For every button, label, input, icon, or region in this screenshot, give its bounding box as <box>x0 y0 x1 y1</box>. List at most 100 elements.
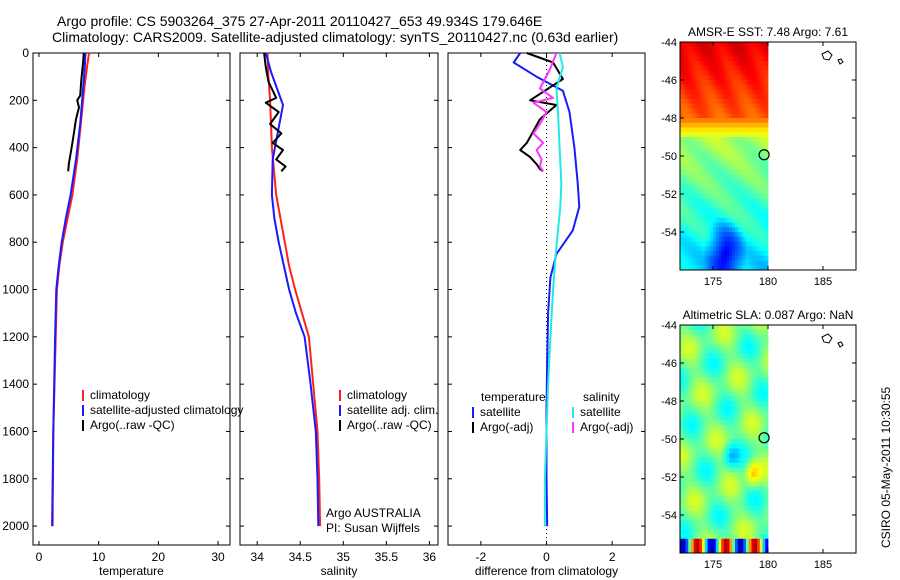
heatmap-cell <box>704 151 708 157</box>
heatmap-cell <box>715 396 719 402</box>
heatmap-cell <box>732 151 736 157</box>
y-tick-label: -50 <box>661 434 677 446</box>
heatmap-cell <box>743 443 747 449</box>
heatmap-cell <box>688 325 692 331</box>
heatmap-cell <box>737 524 741 530</box>
heatmap-cell <box>704 208 708 214</box>
heatmap-cell <box>696 500 700 506</box>
heatmap-cell <box>715 510 719 516</box>
heatmap-cell <box>691 496 695 502</box>
heatmap-cell <box>737 477 741 483</box>
heatmap-cell <box>688 348 692 354</box>
heatmap-cell <box>762 65 766 71</box>
heatmap-cell <box>729 443 733 449</box>
heatmap-cell <box>702 236 706 242</box>
heatmap-cell <box>691 141 695 147</box>
heatmap-cell <box>757 89 761 95</box>
heatmap-cell <box>699 151 703 157</box>
heatmap-cell <box>699 189 703 195</box>
heatmap-cell <box>729 189 733 195</box>
heatmap-cell <box>680 160 684 166</box>
heatmap-cell <box>737 325 741 331</box>
heatmap-cell <box>724 175 728 181</box>
heatmap-cell <box>696 524 700 530</box>
heatmap-cell <box>696 377 700 383</box>
heatmap-cell <box>680 99 684 105</box>
heatmap-cell <box>696 477 700 483</box>
heatmap-cell <box>688 151 692 157</box>
heatmap-cell <box>682 348 686 354</box>
heatmap-cell <box>715 122 719 128</box>
heatmap-cell <box>726 405 730 411</box>
heatmap-cell <box>680 70 684 76</box>
heatmap-cell <box>762 496 766 502</box>
heatmap-cell <box>710 377 714 383</box>
heatmap-cell <box>735 84 739 90</box>
heatmap-cell <box>715 80 719 86</box>
heatmap-cell <box>721 496 725 502</box>
heatmap-cell <box>757 75 761 81</box>
heatmap-cell <box>696 443 700 449</box>
heatmap-cell <box>735 251 739 257</box>
heatmap-cell <box>762 198 766 204</box>
heatmap-cell <box>737 46 741 52</box>
heatmap-cell <box>688 146 692 152</box>
heatmap-cell <box>726 251 730 257</box>
heatmap-cell <box>762 519 766 525</box>
heatmap-cell <box>740 184 744 190</box>
heatmap-cell <box>732 75 736 81</box>
heatmap-cell <box>691 236 695 242</box>
heatmap-cell <box>702 420 706 426</box>
heatmap-cell <box>737 179 741 185</box>
heatmap-cell <box>740 443 744 449</box>
heatmap-cell <box>765 481 769 487</box>
heatmap-cell <box>724 179 728 185</box>
heatmap-cell <box>754 458 758 464</box>
heatmap-cell <box>721 462 725 468</box>
heatmap-cell <box>757 165 761 171</box>
heatmap-cell <box>743 382 747 388</box>
heatmap-cell <box>735 429 739 435</box>
heatmap-cell <box>721 443 725 449</box>
heatmap-cell <box>751 420 755 426</box>
heatmap-cell <box>704 75 708 81</box>
heatmap-cell <box>746 529 750 535</box>
heatmap-cell <box>762 46 766 52</box>
heatmap-cell <box>726 524 730 530</box>
x-tick-label: 20 <box>152 550 166 564</box>
heatmap-cell <box>707 94 711 100</box>
heatmap-cell <box>751 415 755 421</box>
heatmap-cell <box>759 534 763 540</box>
heatmap-cell <box>746 198 750 204</box>
legend-label: climatology <box>90 388 150 402</box>
heatmap-cell <box>702 108 706 114</box>
heatmap-cell <box>759 137 763 143</box>
heatmap-cell <box>702 339 706 345</box>
heatmap-cell <box>702 170 706 176</box>
heatmap-cell <box>726 236 730 242</box>
heatmap-cell <box>729 51 733 57</box>
heatmap-cell <box>743 453 747 459</box>
heatmap-cell <box>746 213 750 219</box>
heatmap-cell <box>704 543 708 549</box>
heatmap-cell <box>754 251 758 257</box>
heatmap-cell <box>715 89 719 95</box>
heatmap-cell <box>707 127 711 133</box>
heatmap-cell <box>710 156 714 162</box>
heatmap-cell <box>737 529 741 535</box>
heatmap-cell <box>704 61 708 67</box>
heatmap-cell <box>765 127 769 133</box>
heatmap-cell <box>765 363 769 369</box>
heatmap-cell <box>724 410 728 416</box>
heatmap-cell <box>702 448 706 454</box>
heatmap-cell <box>765 486 769 492</box>
heatmap-cell <box>751 439 755 445</box>
heatmap-cell <box>726 213 730 219</box>
heatmap-cell <box>691 477 695 483</box>
heatmap-cell <box>740 255 744 261</box>
heatmap-cell <box>746 424 750 430</box>
heatmap-cell <box>704 358 708 364</box>
heatmap-cell <box>696 543 700 549</box>
heatmap-cell <box>759 548 763 554</box>
heatmap-cell <box>680 334 684 340</box>
